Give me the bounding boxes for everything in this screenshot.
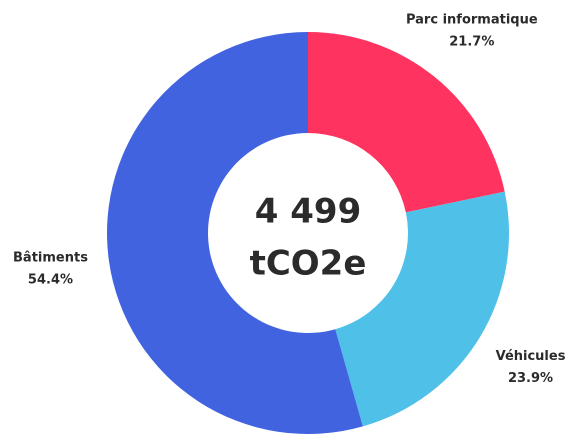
center-text: 4 499: [255, 192, 361, 232]
slice-label: Bâtiments: [13, 250, 88, 265]
slice-label: Parc informatique: [406, 13, 538, 28]
slice: [107, 32, 363, 434]
slice-value-label: 23.9%: [508, 371, 553, 386]
slice: [308, 32, 505, 213]
center-text: tCO2e: [250, 244, 367, 284]
slice-value-label: 21.7%: [449, 35, 494, 50]
slice-value-label: 54.4%: [28, 272, 73, 287]
slice: [335, 191, 510, 427]
slice-label: Véhicules: [496, 349, 566, 364]
